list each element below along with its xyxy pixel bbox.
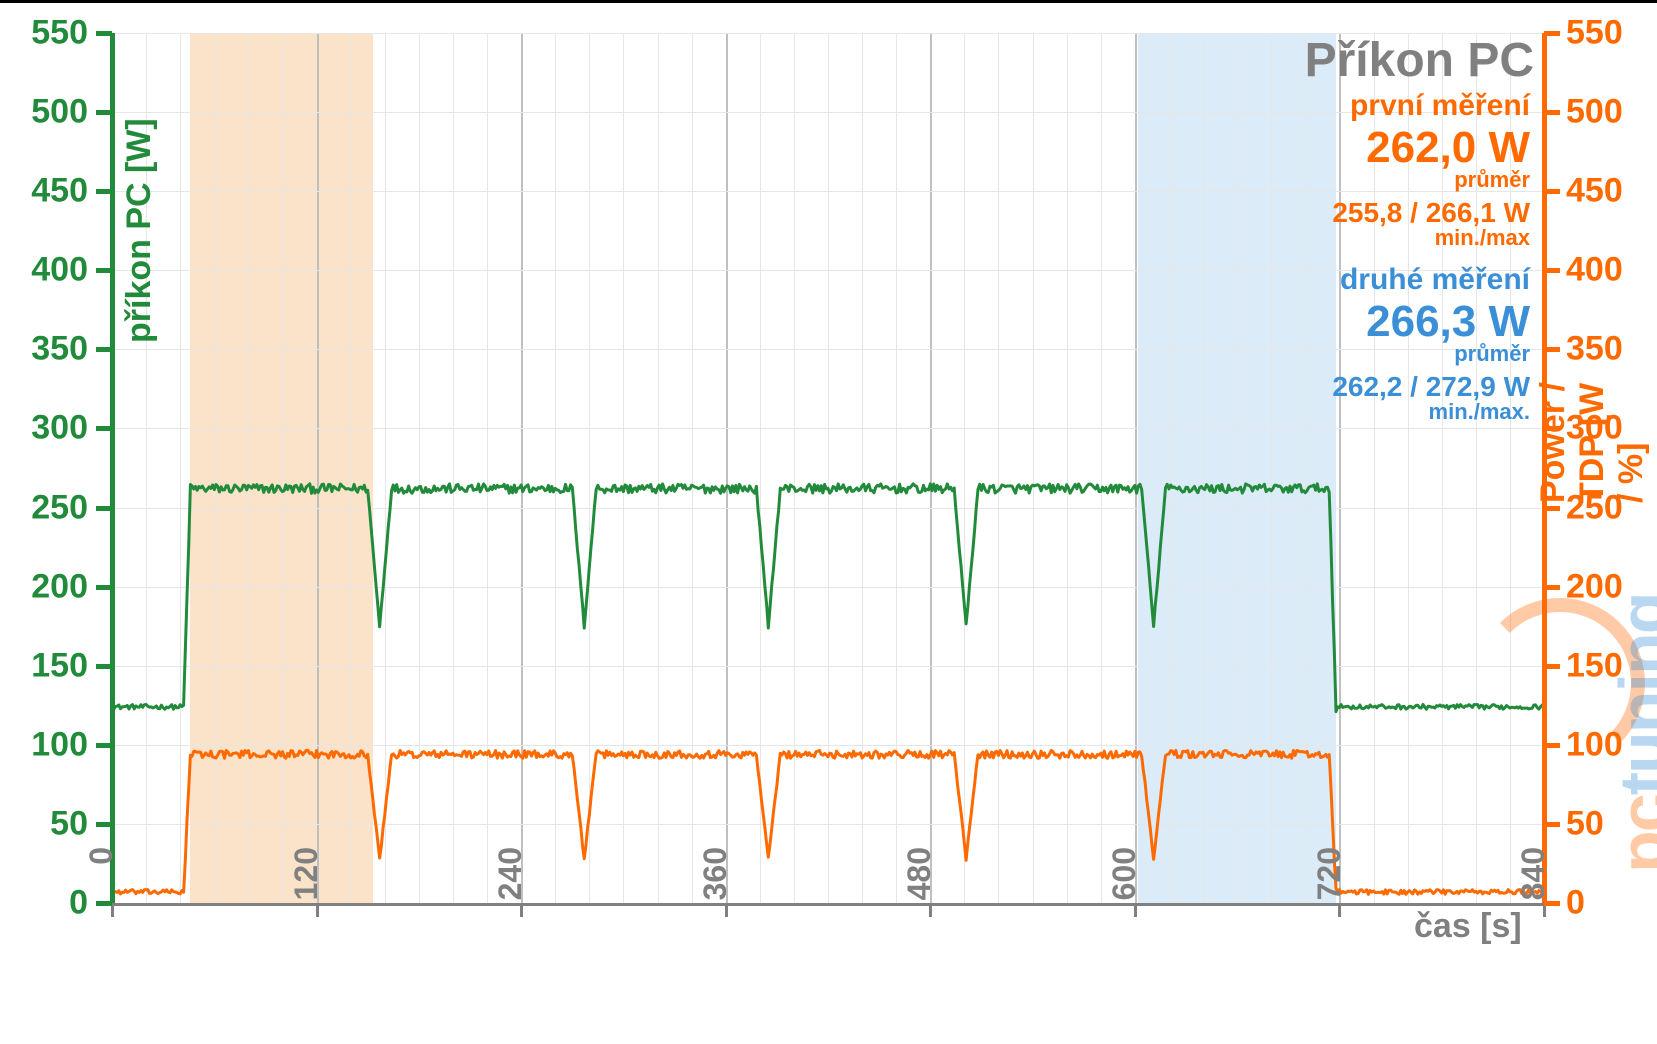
y-left-tick-mark	[96, 347, 112, 352]
x-axis-title: čas [s]	[1414, 907, 1522, 946]
second-measurement-annotation: min./max.	[1429, 399, 1530, 425]
y-left-tick-label: 100	[0, 725, 88, 764]
second-measurement-annotation: průměr	[1454, 341, 1530, 367]
y-right-tick-mark	[1544, 506, 1560, 511]
y-right-tick-mark	[1544, 268, 1560, 273]
y-left-tick-mark	[96, 585, 112, 590]
y-right-tick-label: 550	[1566, 14, 1623, 53]
y-left-tick-label: 400	[0, 251, 88, 290]
y-right-tick-label: 350	[1566, 330, 1623, 369]
y-left-tick-mark	[96, 31, 112, 36]
chart-title: Příkon PC	[1305, 33, 1534, 88]
first-measurement-annotation: první měření	[1350, 89, 1530, 123]
y-right-tick-label: 400	[1566, 251, 1623, 290]
y-left-tick-mark	[96, 664, 112, 669]
y-right-tick-label: 500	[1566, 93, 1623, 132]
x-tick-label: 0	[83, 847, 120, 927]
y-left-tick-label: 450	[0, 172, 88, 211]
plot-area	[112, 33, 1544, 903]
y-left-tick-mark	[96, 268, 112, 273]
second-measurement-annotation: druhé měření	[1340, 263, 1530, 297]
series-prikon-pc	[112, 484, 1544, 712]
y-right-tick-label: 450	[1566, 172, 1623, 211]
y-right-tick-mark	[1544, 31, 1560, 36]
y-left-tick-mark	[96, 822, 112, 827]
y-left-tick-mark	[96, 743, 112, 748]
y-right-axis-title: Power / TDP [W / %]	[1534, 380, 1651, 503]
y-right-tick-mark	[1544, 822, 1560, 827]
y-left-tick-label: 500	[0, 93, 88, 132]
y-left-tick-mark	[96, 110, 112, 115]
y-left-tick-label: 200	[0, 567, 88, 606]
y-right-tick-label: 0	[1566, 884, 1585, 923]
y-left-axis-line	[110, 33, 115, 903]
first-measurement-annotation: průměr	[1454, 167, 1530, 193]
x-tick-label: 240	[492, 847, 529, 927]
chart-root: 0501001502002503003504004505005500501001…	[0, 0, 1657, 1044]
x-tick-label: 600	[1106, 847, 1143, 927]
y-right-tick-mark	[1544, 347, 1560, 352]
first-measurement-annotation: 262,0 W	[1366, 123, 1530, 173]
y-left-tick-label: 250	[0, 488, 88, 527]
series-svg	[112, 33, 1544, 903]
x-tick-label: 480	[901, 847, 938, 927]
watermark-text: pctuning	[1604, 594, 1657, 874]
y-left-axis-title: příkon PC [W]	[120, 118, 159, 343]
first-measurement-annotation: min./max	[1435, 225, 1530, 251]
x-tick-label: 120	[288, 847, 325, 927]
y-left-tick-mark	[96, 189, 112, 194]
y-right-tick-label: 50	[1566, 804, 1604, 843]
y-left-tick-mark	[96, 426, 112, 431]
y-right-tick-mark	[1544, 585, 1560, 590]
x-tick-label: 720	[1311, 847, 1348, 927]
y-left-tick-label: 550	[0, 14, 88, 53]
y-right-tick-mark	[1544, 110, 1560, 115]
y-left-tick-label: 350	[0, 330, 88, 369]
y-left-tick-label: 0	[0, 884, 88, 923]
x-tick-label: 360	[697, 847, 734, 927]
second-measurement-annotation: 266,3 W	[1366, 297, 1530, 347]
y-left-tick-label: 50	[0, 804, 88, 843]
y-left-tick-label: 300	[0, 409, 88, 448]
y-right-tick-mark	[1544, 189, 1560, 194]
y-left-tick-mark	[96, 506, 112, 511]
y-left-tick-label: 150	[0, 646, 88, 685]
